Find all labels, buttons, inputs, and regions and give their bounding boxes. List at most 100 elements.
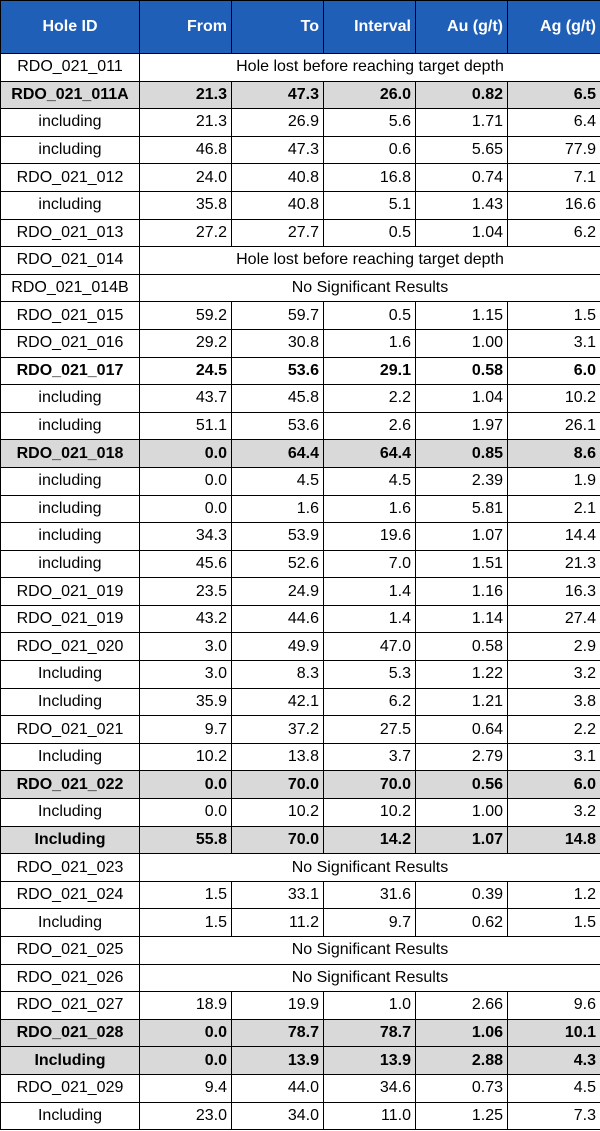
ag-cell: 1.5 bbox=[507, 908, 600, 937]
hole-id-cell: including bbox=[0, 411, 140, 441]
hole-id-cell: RDO_021_020 bbox=[0, 632, 140, 662]
to-cell: 26.9 bbox=[231, 108, 324, 137]
hole-id-cell: RDO_021_013 bbox=[0, 218, 140, 248]
to-cell: 8.3 bbox=[231, 660, 324, 689]
interval-cell: 1.4 bbox=[323, 577, 416, 606]
from-cell: 10.2 bbox=[139, 742, 232, 772]
table-row: Including 3.0 8.3 5.3 1.22 3.2 bbox=[0, 660, 600, 689]
from-cell: 43.2 bbox=[139, 604, 232, 634]
to-cell: 64.4 bbox=[231, 439, 324, 468]
table-row: RDO_021_022 0.0 70.0 70.0 0.56 6.0 bbox=[0, 770, 600, 800]
ag-cell: 8.6 bbox=[507, 439, 600, 468]
hole-id-cell: RDO_021_029 bbox=[0, 1073, 140, 1103]
au-cell: 0.62 bbox=[415, 908, 508, 937]
row-note-cell: No Significant Results bbox=[139, 936, 600, 965]
ag-cell: 3.1 bbox=[507, 742, 600, 772]
header-hole-id: Hole ID bbox=[0, 0, 140, 54]
hole-id-cell: Including bbox=[0, 660, 140, 689]
ag-cell: 21.3 bbox=[507, 549, 600, 579]
from-cell: 9.4 bbox=[139, 1073, 232, 1103]
hole-id-cell: RDO_021_019 bbox=[0, 604, 140, 634]
to-cell: 10.2 bbox=[231, 798, 324, 827]
au-cell: 1.14 bbox=[415, 604, 508, 634]
au-cell: 1.07 bbox=[415, 825, 508, 855]
table-row: RDO_021_019 23.5 24.9 1.4 1.16 16.3 bbox=[0, 577, 600, 606]
table-row: RDO_021_011 Hole lost before reaching tar… bbox=[0, 53, 600, 82]
from-cell: 35.9 bbox=[139, 687, 232, 717]
ag-cell: 7.1 bbox=[507, 163, 600, 192]
ag-cell: 14.4 bbox=[507, 522, 600, 551]
hole-id-cell: including bbox=[0, 549, 140, 579]
from-cell: 1.5 bbox=[139, 880, 232, 910]
from-cell: 34.3 bbox=[139, 522, 232, 551]
hole-id-cell: RDO_021_028 bbox=[0, 1018, 140, 1048]
interval-cell: 7.0 bbox=[323, 549, 416, 579]
to-cell: 44.6 bbox=[231, 604, 324, 634]
hole-id-cell: RDO_021_011 bbox=[0, 53, 140, 82]
table-row: including 0.0 1.6 1.6 5.81 2.1 bbox=[0, 494, 600, 524]
au-cell: 0.85 bbox=[415, 439, 508, 468]
from-cell: 3.0 bbox=[139, 632, 232, 662]
interval-cell: 5.6 bbox=[323, 108, 416, 137]
to-cell: 1.6 bbox=[231, 494, 324, 524]
from-cell: 55.8 bbox=[139, 825, 232, 855]
to-cell: 53.9 bbox=[231, 522, 324, 551]
au-cell: 1.06 bbox=[415, 1018, 508, 1048]
table-row: including 35.8 40.8 5.1 1.43 16.6 bbox=[0, 190, 600, 220]
to-cell: 47.3 bbox=[231, 80, 324, 110]
to-cell: 53.6 bbox=[231, 411, 324, 441]
hole-id-cell: RDO_021_015 bbox=[0, 301, 140, 330]
interval-cell: 5.3 bbox=[323, 660, 416, 689]
table-row: RDO_021_016 29.2 30.8 1.6 1.00 3.1 bbox=[0, 328, 600, 358]
ag-cell: 16.6 bbox=[507, 190, 600, 220]
from-cell: 0.0 bbox=[139, 1046, 232, 1075]
hole-id-cell: Including bbox=[0, 1101, 140, 1131]
ag-cell: 1.5 bbox=[507, 301, 600, 330]
to-cell: 78.7 bbox=[231, 1018, 324, 1048]
from-cell: 21.3 bbox=[139, 108, 232, 137]
ag-cell: 1.9 bbox=[507, 466, 600, 496]
from-cell: 27.2 bbox=[139, 218, 232, 248]
au-cell: 1.21 bbox=[415, 687, 508, 717]
hole-id-cell: RDO_021_021 bbox=[0, 715, 140, 744]
interval-cell: 27.5 bbox=[323, 715, 416, 744]
au-cell: 1.43 bbox=[415, 190, 508, 220]
hole-id-cell: including bbox=[0, 522, 140, 551]
interval-cell: 11.0 bbox=[323, 1101, 416, 1131]
table-row: including 43.7 45.8 2.2 1.04 10.2 bbox=[0, 384, 600, 413]
from-cell: 0.0 bbox=[139, 1018, 232, 1048]
to-cell: 24.9 bbox=[231, 577, 324, 606]
interval-cell: 1.6 bbox=[323, 328, 416, 358]
table-row: Including 55.8 70.0 14.2 1.07 14.8 bbox=[0, 825, 600, 855]
to-cell: 27.7 bbox=[231, 218, 324, 248]
table-row: RDO_021_027 18.9 19.9 1.0 2.66 9.6 bbox=[0, 991, 600, 1020]
hole-id-cell: Including bbox=[0, 687, 140, 717]
interval-cell: 78.7 bbox=[323, 1018, 416, 1048]
hole-id-cell: including bbox=[0, 135, 140, 165]
from-cell: 35.8 bbox=[139, 190, 232, 220]
interval-cell: 1.4 bbox=[323, 604, 416, 634]
table-row: RDO_021_013 27.2 27.7 0.5 1.04 6.2 bbox=[0, 218, 600, 248]
from-cell: 0.0 bbox=[139, 770, 232, 800]
ag-cell: 10.1 bbox=[507, 1018, 600, 1048]
interval-cell: 31.6 bbox=[323, 880, 416, 910]
interval-cell: 34.6 bbox=[323, 1073, 416, 1103]
table-row: including 45.6 52.6 7.0 1.51 21.3 bbox=[0, 549, 600, 579]
table-row: RDO_021_014 Hole lost before reaching tar… bbox=[0, 246, 600, 275]
au-cell: 0.56 bbox=[415, 770, 508, 800]
header-ag: Ag (g/t) bbox=[507, 0, 600, 54]
from-cell: 59.2 bbox=[139, 301, 232, 330]
from-cell: 51.1 bbox=[139, 411, 232, 441]
ag-cell: 6.2 bbox=[507, 218, 600, 248]
row-note-cell: Hole lost before reaching target depth bbox=[139, 53, 600, 82]
hole-id-cell: including bbox=[0, 190, 140, 220]
table-row: RDO_021_014B No Significant Results bbox=[0, 273, 600, 303]
interval-cell: 10.2 bbox=[323, 798, 416, 827]
row-note-cell: No Significant Results bbox=[139, 963, 600, 993]
ag-cell: 6.0 bbox=[507, 770, 600, 800]
au-cell: 1.51 bbox=[415, 549, 508, 579]
ag-cell: 1.2 bbox=[507, 880, 600, 910]
ag-cell: 3.8 bbox=[507, 687, 600, 717]
table-body: RDO_021_011 Hole lost before reaching tar… bbox=[0, 53, 600, 1131]
table-row: RDO_021_011A 21.3 47.3 26.0 0.82 6.5 bbox=[0, 80, 600, 110]
